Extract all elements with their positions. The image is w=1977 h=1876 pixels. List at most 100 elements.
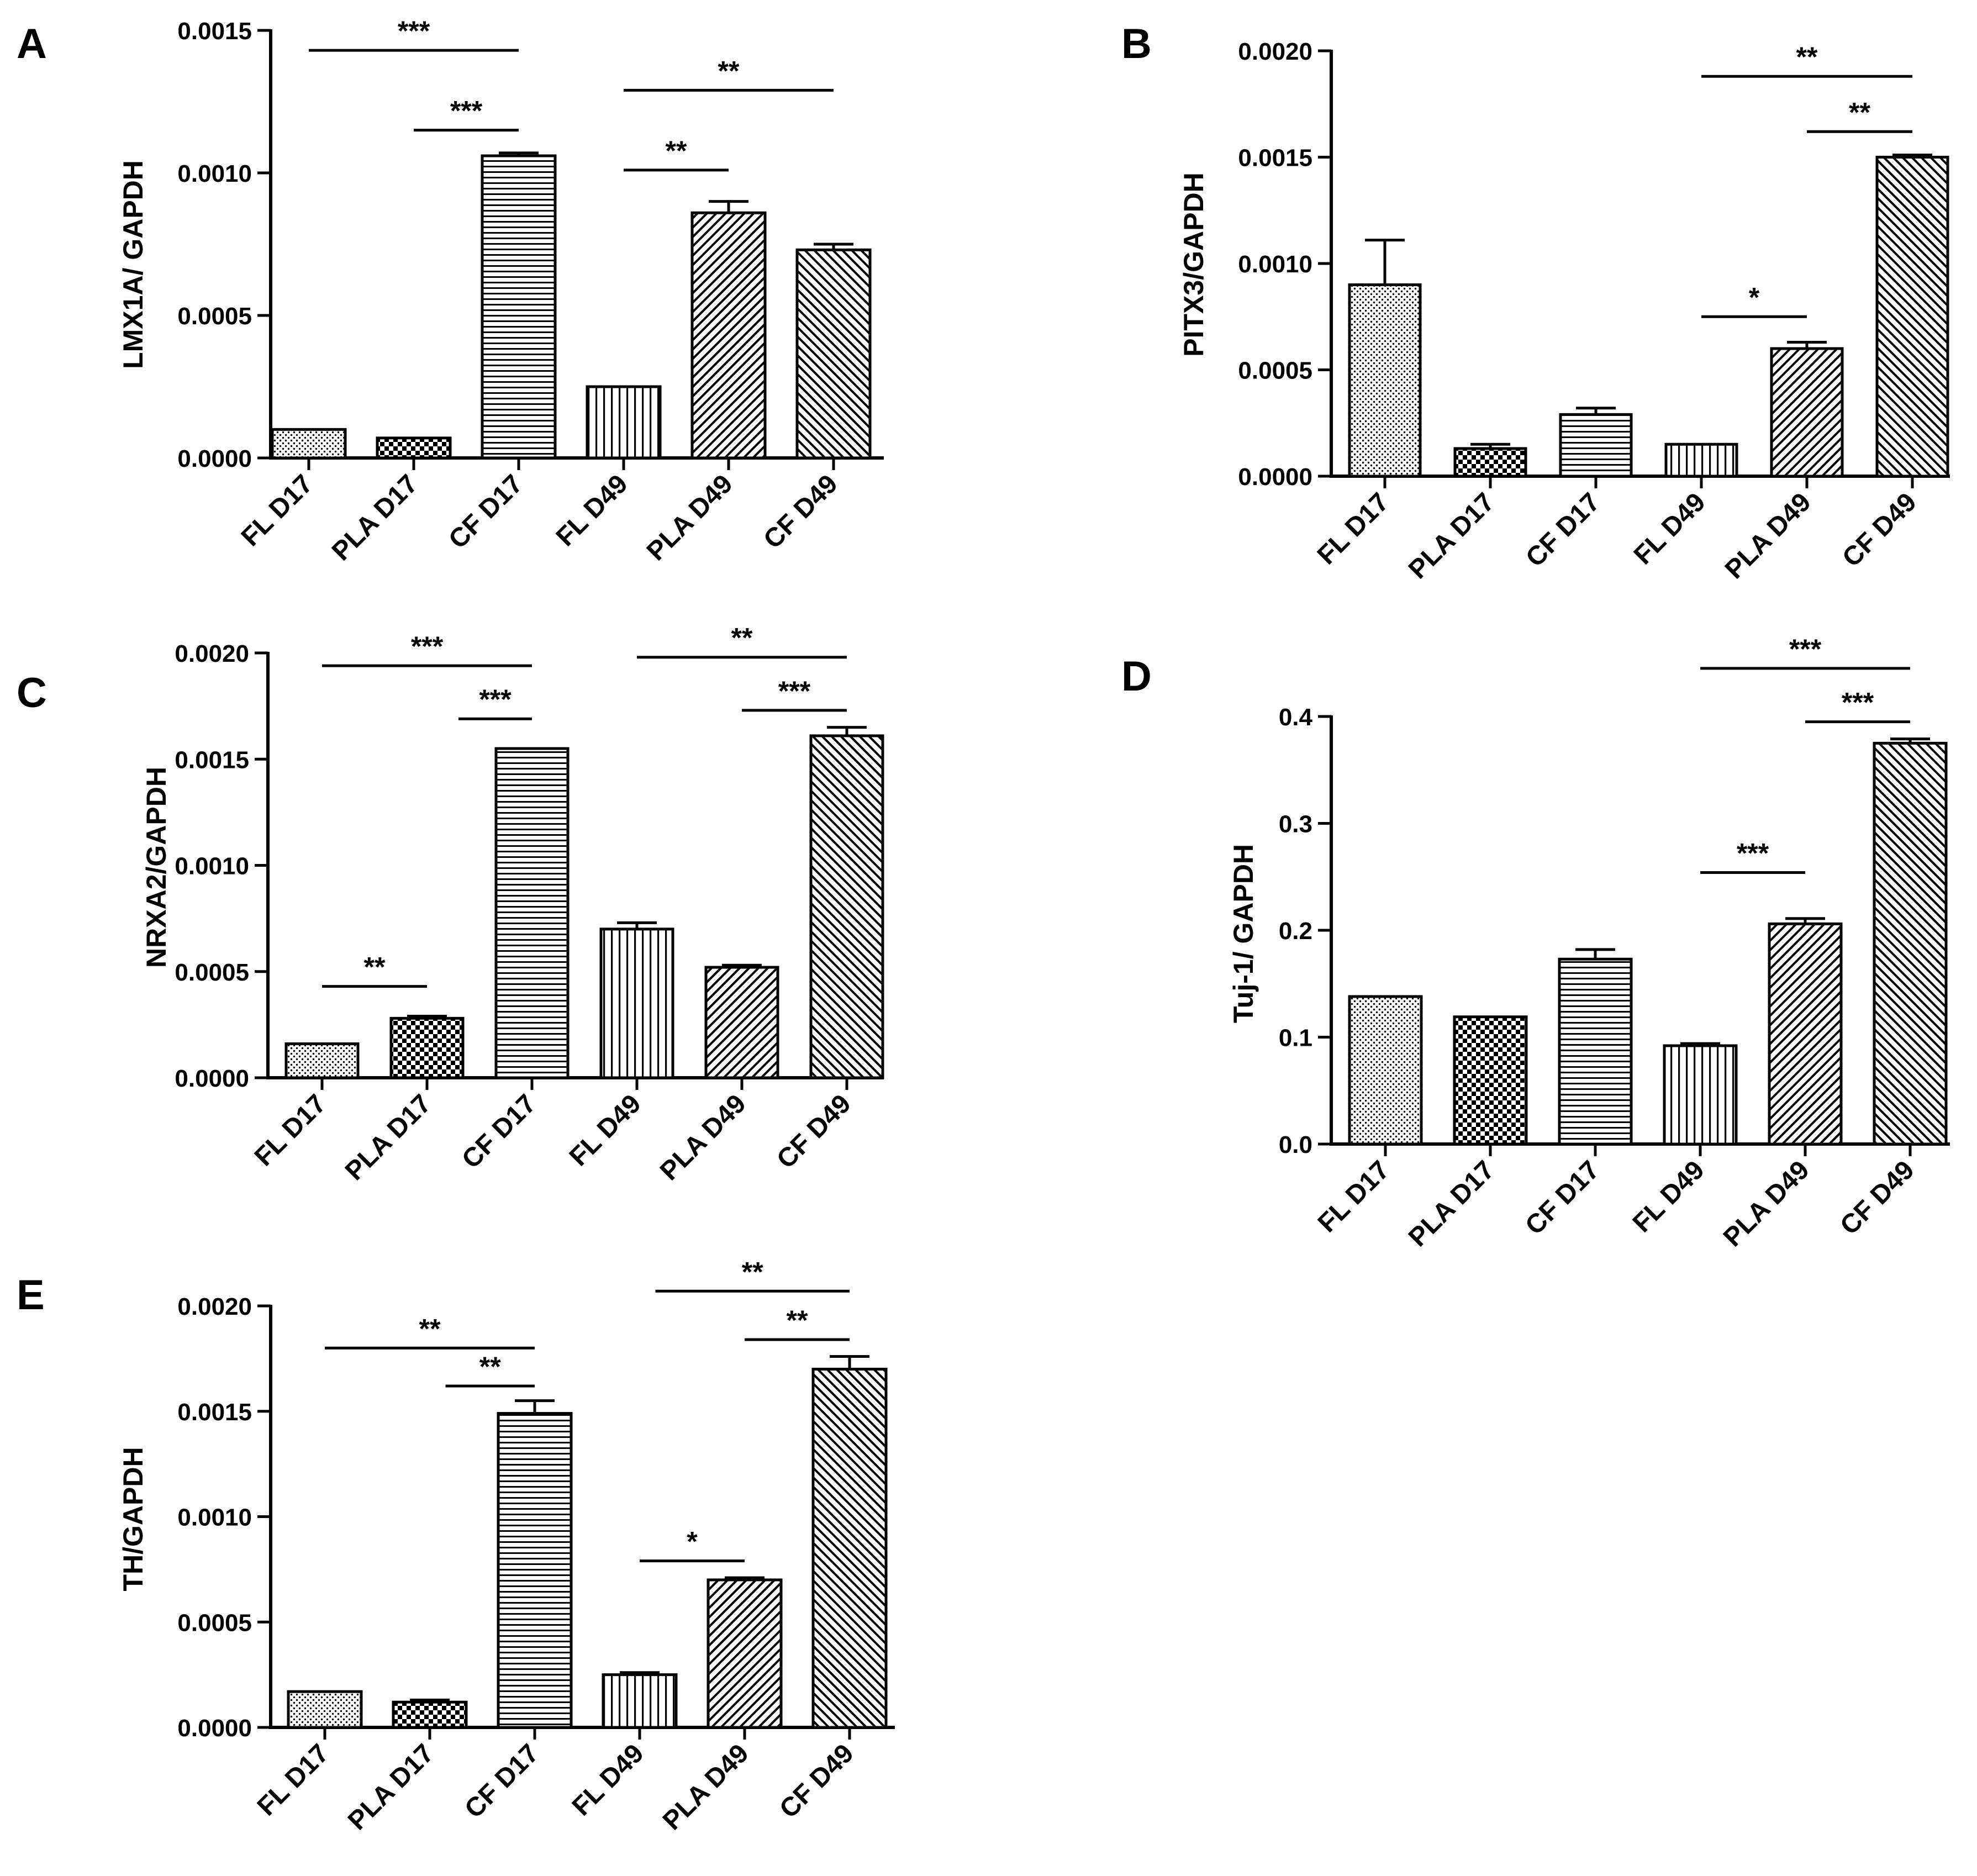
- panel-c-category-label: FL D49: [564, 1089, 647, 1172]
- panel-b-letter: B: [1121, 20, 1152, 67]
- panel-e-category-label: PLA D17: [342, 1738, 440, 1836]
- panel-b-significance-label: **: [1849, 97, 1870, 128]
- panel-c-significance-label: ***: [411, 631, 444, 662]
- panel-b-category-label: FL D17: [1312, 487, 1395, 570]
- panel-a-category-label: PLA D17: [326, 469, 424, 566]
- panel-a-y-tick-label: 0.0005: [177, 303, 252, 330]
- panel-d-category-label: FL D49: [1627, 1155, 1710, 1238]
- panel-d-significance-label: ***: [1737, 838, 1769, 869]
- panel-a-bar-2: [376, 436, 452, 460]
- panel-d-significance-label: ***: [1789, 634, 1822, 665]
- panel-a-bars: [271, 151, 872, 460]
- panel-d-bar-6: [1873, 741, 1948, 1146]
- panel-a-y-tick-label: 0.0015: [177, 18, 252, 45]
- panel-a-bar-3: [481, 154, 557, 460]
- panel-b-significance: *****: [1701, 41, 1912, 318]
- panel-e-bar-6: [811, 1367, 888, 1729]
- panel-b-bar-5: [1770, 347, 1844, 478]
- panel-d-y-tick-label: 0.1: [1279, 1025, 1312, 1052]
- panel-d-bar-2: [1453, 1015, 1528, 1146]
- panel-d-bars: [1348, 737, 1948, 1146]
- panel-e-bar-2: [392, 1700, 468, 1729]
- panel-d-significance: *** *** ***: [1700, 634, 1910, 874]
- panel-e-significance: *********: [325, 1256, 850, 1563]
- panel-d-significance-label: ***: [1842, 687, 1874, 718]
- panel-c-significance-label: ***: [479, 684, 512, 715]
- panel-c-bar-2: [389, 1016, 465, 1079]
- panel-a-y-axis-label: LMX1A/ GAPDH: [118, 160, 149, 369]
- panel-a-category-label: CF D17: [443, 469, 528, 554]
- panel-c-y-axis-label: NRXA2/GAPDH: [141, 767, 172, 968]
- panel-e-y-axis-label: TH/GAPDH: [118, 1447, 149, 1591]
- panel-a-significance-label: ***: [450, 96, 483, 127]
- panel-c-bar-1: [284, 1042, 360, 1079]
- panel-c-bar-3: [494, 747, 570, 1079]
- panel-b-bar-2: [1453, 447, 1527, 478]
- panel-a-category-label: FL D17: [236, 469, 319, 552]
- panel-c-bar-5: [704, 966, 779, 1079]
- panel-c-significance-label: **: [731, 623, 753, 654]
- panel-b-category-label: CF D17: [1520, 487, 1605, 572]
- panel-d-y-tick-label: 0.4: [1279, 704, 1313, 731]
- panel-a-category-label: PLA D49: [641, 469, 739, 566]
- panel-e-category-label: PLA D49: [657, 1738, 755, 1836]
- panel-d-bar-1: [1348, 995, 1423, 1146]
- panel-c-bar-6: [809, 734, 884, 1079]
- panel-c-letter: C: [17, 670, 47, 716]
- panel-c-category-label: FL D17: [249, 1089, 332, 1172]
- panel-d-bar-3: [1558, 957, 1633, 1146]
- panel-c-y-tick-label: 0.0015: [175, 746, 249, 773]
- panel-c-significance-label: **: [364, 952, 386, 983]
- panel-e-significance-label: **: [742, 1256, 763, 1287]
- panel-d-bar-4: [1663, 1044, 1738, 1146]
- panel-e-bar-1: [287, 1690, 363, 1729]
- panel-c-significance: *************: [322, 623, 847, 988]
- panel-e-y-tick-label: 0.0005: [177, 1609, 252, 1636]
- panel-b-bar-1: [1348, 283, 1422, 478]
- panel-e-y-tick-label: 0.0020: [177, 1293, 252, 1320]
- panel-e-letter: E: [17, 1272, 45, 1319]
- panel-c-y-tick-label: 0.0000: [175, 1065, 249, 1092]
- panel-d: D Tuj-1/ GAPDH 0.00.10.20.30.4FL D17 PLA …: [1121, 634, 1950, 1252]
- panel-a-category-label: CF D49: [758, 469, 843, 554]
- panel-a-y-tick-label: 0.0010: [177, 160, 252, 187]
- panel-e-category-label: FL D17: [252, 1738, 335, 1821]
- panel-b-category-label: PLA D49: [1720, 487, 1817, 584]
- panel-b-category-label: CF D49: [1837, 487, 1922, 572]
- panel-a-bar-1: [271, 428, 347, 460]
- panel-b-bar-4: [1664, 442, 1738, 478]
- panel-a-significance-label: ***: [398, 15, 430, 46]
- panel-e-y-tick-label: 0.0015: [177, 1399, 252, 1426]
- panel-e-category-label: CF D17: [459, 1738, 544, 1824]
- panel-a-significance-label: **: [718, 55, 740, 86]
- panel-c-bars: [284, 726, 884, 1079]
- panel-e-bar-4: [602, 1673, 678, 1729]
- panel-b-y-tick-label: 0.0005: [1238, 357, 1312, 384]
- panel-b-bar-3: [1559, 413, 1633, 478]
- panel-a-bar-5: [690, 211, 767, 460]
- panel-a-letter: A: [17, 20, 47, 67]
- panel-e-significance-label: **: [787, 1305, 808, 1336]
- panel-d-y-tick-label: 0.3: [1279, 811, 1312, 838]
- panel-c: C NRXA2/GAPDH 0.0000 0.0005 0.0010 0.0015 0.…: [17, 623, 884, 1186]
- panel-b-category-label: PLA D17: [1403, 487, 1500, 584]
- panel-e-significance-label: **: [479, 1351, 501, 1382]
- panel-c-y-tick-label: 0.0005: [175, 959, 249, 986]
- panel-d-category-label: FL D17: [1312, 1155, 1395, 1238]
- panel-e-significance-label: **: [419, 1313, 441, 1344]
- panel-b-y-tick-label: 0.0020: [1238, 38, 1312, 65]
- panel-d-bar-5: [1768, 922, 1843, 1146]
- panel-c-bar-4: [599, 928, 674, 1079]
- panel-c-y-tick-label: 0.0020: [175, 640, 249, 667]
- panel-b-y-tick-label: 0.0015: [1238, 145, 1312, 172]
- panel-d-y-tick-label: 0.0: [1279, 1131, 1312, 1158]
- panel-a-bar-6: [795, 248, 872, 460]
- panel-d-category-label: CF D17: [1520, 1155, 1605, 1240]
- panel-b-y-axis-label: PITX3/GAPDH: [1178, 172, 1209, 356]
- panel-e-bar-5: [707, 1578, 783, 1729]
- panel-e: E TH/GAPDH 0.0000 0.0005 0.0010 0.0015 0.002…: [17, 1256, 895, 1836]
- panel-c-category-label: CF D49: [771, 1089, 856, 1174]
